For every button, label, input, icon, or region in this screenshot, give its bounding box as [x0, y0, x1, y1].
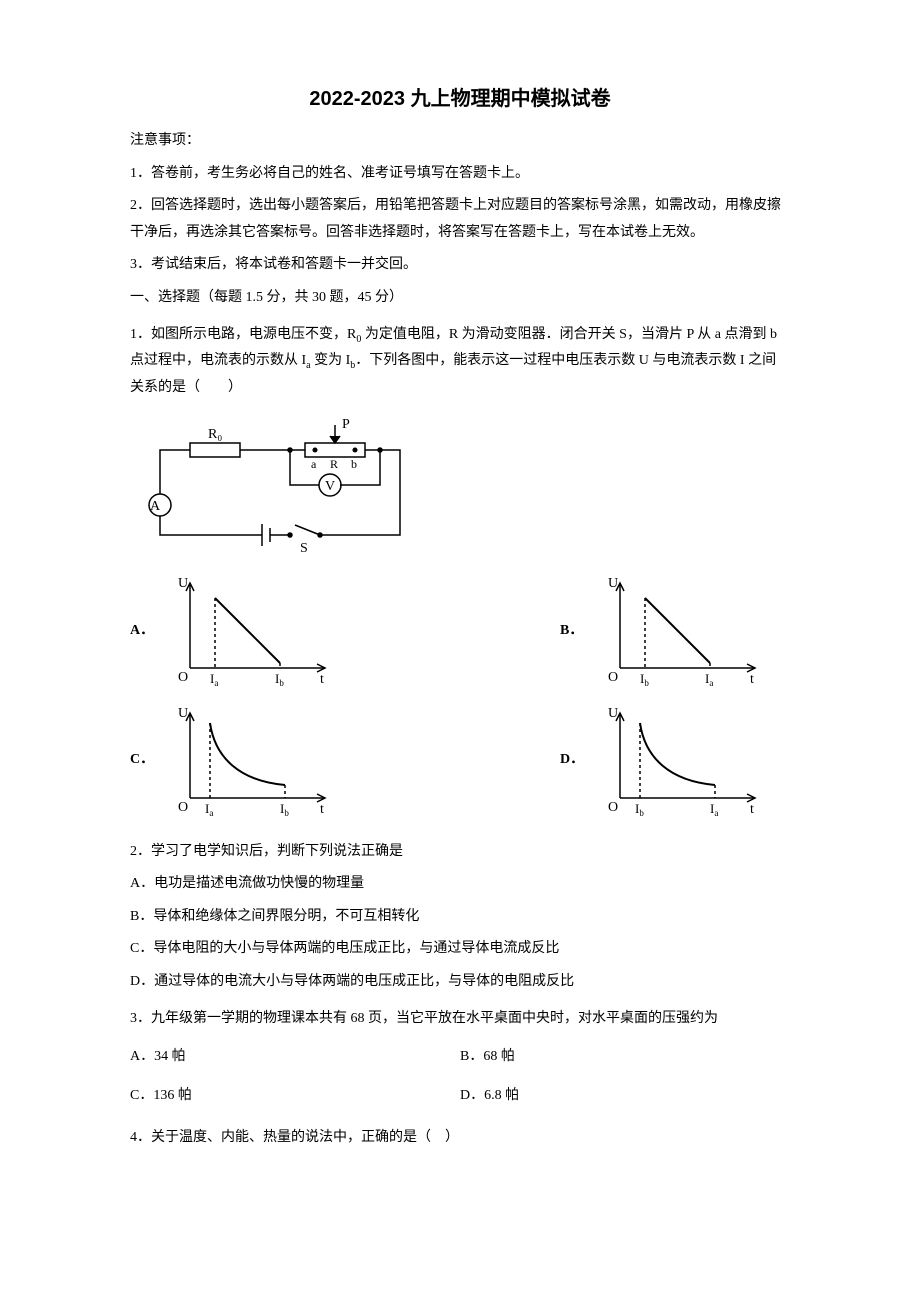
q1-opt-a-label: A．: [130, 618, 160, 655]
q1-options-row: C． U O t Ia Ib D．: [130, 703, 790, 829]
q1-opt-d-label: D．: [560, 747, 590, 784]
ammeter-label: A: [150, 499, 161, 514]
notice-item: 2．回答选择题时，选出每小题答案后，用铅笔把答题卡上对应题目的答案标号涂黑，如需…: [130, 193, 790, 246]
q1-graph-c: U O t Ia Ib: [160, 703, 360, 829]
notice-item: 1．答卷前，考生务必将自己的姓名、准考证号填写在答题卡上。: [130, 161, 790, 188]
q1-stem: 1．如图所示电路，电源电压不变，R0 为定值电阻，R 为滑动变阻器．闭合开关 S…: [130, 322, 790, 402]
svg-text:O: O: [178, 670, 188, 685]
r0-label: R₀: [208, 427, 222, 442]
q1-opt-b-label: B．: [560, 618, 590, 655]
svg-text:t: t: [320, 802, 324, 817]
svg-text:Ib: Ib: [275, 671, 284, 688]
svg-text:t: t: [750, 672, 754, 687]
q1-text: 1．如图所示电路，电源电压不变，R: [130, 327, 356, 342]
svg-text:U: U: [608, 706, 618, 721]
svg-text:U: U: [608, 576, 618, 591]
svg-text:Ib: Ib: [280, 801, 289, 818]
q3-opt-b: B．68 帕: [460, 1044, 790, 1071]
r-label: R: [330, 457, 338, 471]
svg-text:Ia: Ia: [710, 801, 718, 818]
q1-text: 变为 I: [311, 353, 351, 368]
q3-stem: 3．九年级第一学期的物理课本共有 68 页，当它平放在水平桌面中央时，对水平桌面…: [130, 1006, 790, 1033]
q3-opt-a: A．34 帕: [130, 1044, 460, 1071]
svg-text:O: O: [608, 670, 618, 685]
svg-text:Ib: Ib: [635, 801, 644, 818]
svg-text:U: U: [178, 706, 188, 721]
svg-text:t: t: [320, 672, 324, 687]
q4-stem: 4．关于温度、内能、热量的说法中，正确的是（ ）: [130, 1125, 790, 1152]
a-label: a: [311, 457, 317, 471]
q1-options-row: A． U O t Ia Ib B．: [130, 573, 790, 699]
section-head: 一、选择题（每题 1.5 分，共 30 题，45 分）: [130, 285, 790, 312]
switch-label: S: [300, 541, 308, 555]
q2-opt-b: B．导体和绝缘体之间界限分明，不可互相转化: [130, 904, 790, 931]
q2-opt-c: C．导体电阻的大小与导体两端的电压成正比，与通过导体电流成反比: [130, 936, 790, 963]
q2-opt-d: D．通过导体的电流大小与导体两端的电压成正比，与导体的电阻成反比: [130, 969, 790, 996]
q3-opt-c: C．136 帕: [130, 1083, 460, 1110]
q1-graph-d: U O t Ib Ia: [590, 703, 790, 829]
q2-opt-a: A．电功是描述电流做功快慢的物理量: [130, 871, 790, 898]
notice-head: 注意事项：: [130, 128, 790, 155]
svg-text:O: O: [178, 800, 188, 815]
q1-opt-c-label: C．: [130, 747, 160, 784]
q2-stem: 2．学习了电学知识后，判断下列说法正确是: [130, 839, 790, 866]
notice-item: 3．考试结束后，将本试卷和答题卡一并交回。: [130, 252, 790, 279]
svg-text:Ia: Ia: [210, 671, 218, 688]
svg-text:t: t: [750, 802, 754, 817]
circuit-diagram: R₀ P a R b A V S: [130, 410, 790, 566]
svg-text:U: U: [178, 576, 188, 591]
q1-graph-b: U O t Ib Ia: [590, 573, 790, 699]
exam-title: 2022-2023 九上物理期中模拟试卷: [130, 80, 790, 118]
b-label: b: [351, 457, 357, 471]
svg-text:O: O: [608, 800, 618, 815]
voltmeter-label: V: [325, 479, 335, 494]
p-label: P: [342, 417, 350, 432]
q3-opt-d: D．6.8 帕: [460, 1083, 790, 1110]
svg-text:Ia: Ia: [205, 801, 213, 818]
svg-text:Ia: Ia: [705, 671, 713, 688]
svg-text:Ib: Ib: [640, 671, 649, 688]
q1-graph-a: U O t Ia Ib: [160, 573, 360, 699]
